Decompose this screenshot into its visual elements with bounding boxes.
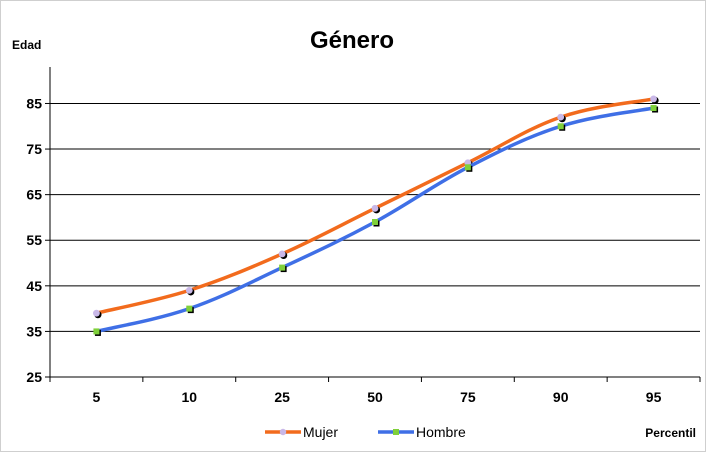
y-tick-label: 25 — [26, 369, 42, 385]
data-point-hombre-10 — [186, 305, 193, 312]
x-tick-label-90: 90 — [553, 389, 569, 405]
x-tick-label-25: 25 — [274, 389, 290, 405]
legend-marker-hombre — [393, 429, 399, 435]
data-point-mujer-95 — [650, 95, 657, 103]
chart-title: Género — [310, 27, 394, 54]
data-point-mujer-50 — [371, 204, 379, 212]
y-axis-title: Edad — [12, 38, 41, 52]
x-tick-label-10: 10 — [181, 389, 197, 405]
data-point-mujer-10 — [185, 286, 193, 294]
y-tick-label: 85 — [26, 95, 42, 111]
data-point-hombre-95 — [650, 105, 657, 112]
plot-area: 25 35 45 55 65 75 85 5 10 25 50 75 90 95 — [26, 67, 701, 405]
legend: Mujer Hombre — [265, 424, 466, 440]
x-axis-title: Percentil — [645, 426, 696, 440]
data-point-hombre-75 — [464, 164, 471, 171]
y-tick-label: 45 — [26, 278, 42, 294]
data-point-hombre-5 — [93, 328, 100, 335]
legend-label-hombre: Hombre — [416, 424, 466, 440]
data-point-mujer-90 — [557, 113, 565, 121]
data-point-hombre-90 — [557, 123, 564, 130]
x-tick-label-95: 95 — [646, 389, 662, 405]
x-tick-label-5: 5 — [93, 389, 101, 405]
data-point-mujer-5 — [93, 309, 100, 317]
y-tick-label: 65 — [26, 187, 42, 203]
y-tick-label: 55 — [26, 232, 42, 248]
data-point-hombre-50 — [372, 219, 378, 225]
x-tick-label-75: 75 — [460, 389, 476, 405]
legend-marker-mujer — [279, 428, 287, 436]
data-point-hombre-25 — [279, 264, 286, 271]
data-point-mujer-25 — [278, 250, 286, 258]
legend-label-mujer: Mujer — [303, 424, 338, 440]
y-tick-label: 75 — [26, 141, 42, 157]
y-tick-label: 35 — [26, 323, 42, 339]
x-tick-label-50: 50 — [367, 389, 383, 405]
